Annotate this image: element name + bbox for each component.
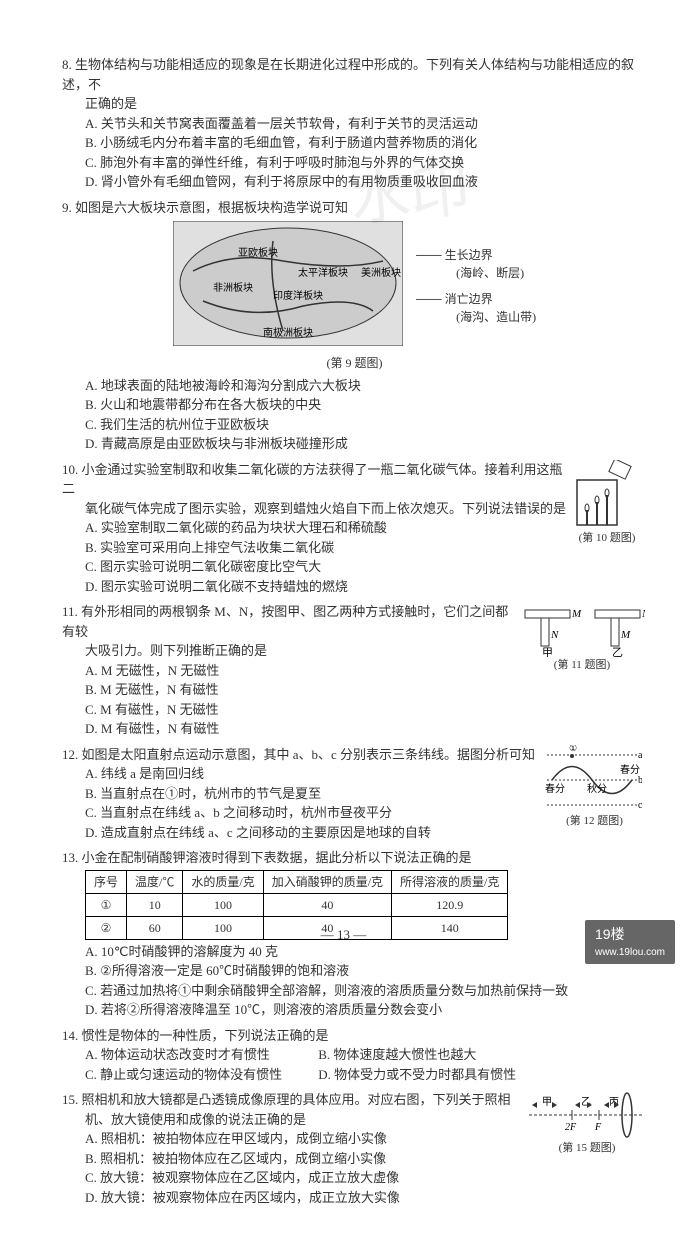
q10-option-a: A. 实验室制取二氧化碳的药品为块状大理石和稀硫酸	[62, 518, 647, 538]
q11-option-b: B. M 无磁性，N 有磁性	[62, 680, 647, 700]
q13-option-c: C. 若通过加热将①中剩余硝酸钾全部溶解，则溶液的溶质质量分数与加热前保持一致	[62, 981, 647, 1001]
q14-stem: 14. 惯性是物体的一种性质，下列说法正确的是	[62, 1026, 647, 1046]
table-cell: ①	[86, 893, 127, 916]
q11-option-c: C. M 有磁性，N 无磁性	[62, 700, 647, 720]
q8-stem-line2: 正确的是	[62, 94, 647, 114]
q10-stem-line2: 氧化碳气体完成了图示实验，观察到蜡烛火焰自下而上依次熄灭。下列说法错误的是	[62, 499, 647, 519]
question-11: M N 甲 N M 乙 (第 11 题图) 11. 有外形相同的两根钢条 M、N…	[62, 602, 647, 739]
site-watermark: 19楼 www.19lou.com	[585, 920, 675, 964]
q8-option-a: A. 关节头和关节窝表面覆盖着一层关节软骨，有利于关节的灵活运动	[62, 114, 647, 134]
q10-option-b: B. 实验室可采用向上排空气法收集二氧化碳	[62, 538, 647, 558]
q10-figure: (第 10 题图)	[567, 460, 647, 547]
d1-label: ①	[569, 745, 577, 753]
q15-fig-label: (第 15 题图)	[527, 1140, 647, 1157]
q12-figure: a b c ① 春分 秋分 春分 (第 12 题图)	[542, 745, 647, 830]
q13-stem: 13. 小金在配制硝酸钾溶液时得到下表数据，据此分析以下说法正确的是	[62, 848, 647, 868]
jia-label: 甲	[542, 647, 553, 657]
q11-fig-label: (第 11 题图)	[517, 657, 647, 674]
q8-option-d: D. 肾小管外有毛细血管网，有利于将原尿中的有用物质重吸收回血液	[62, 172, 647, 192]
q8-option-c: C. 肺泡外有丰富的弹性纤维，有利于呼吸时肺泡与外界的气体交换	[62, 153, 647, 173]
q15-option-d: D. 放大镜：被观察物体应在丙区域内，成正立放大实像	[62, 1188, 647, 1208]
q10-fig-label: (第 10 题图)	[567, 530, 647, 547]
yi-label: 乙	[612, 646, 623, 657]
q9-stem: 9. 如图是六大板块示意图，根据板块构造学说可知	[62, 198, 647, 218]
q12-fig-label: (第 12 题图)	[542, 813, 647, 830]
table-cell: 10	[127, 893, 183, 916]
beaker-candle-svg	[567, 460, 635, 530]
q10-stem-line1: 10. 小金通过实验室制取和收集二氧化碳的方法获得了一瓶二氧化碳气体。接着利用这…	[62, 460, 647, 499]
watermark-url: www.19lou.com	[595, 945, 665, 960]
q9-figure: 亚欧板块 非洲板块 太平洋板块 印度洋板块 南极洲板块 美洲板块 ─── 生长边…	[62, 221, 647, 372]
b-label: b	[638, 775, 642, 786]
exam-page: 8. 生物体结构与功能相适应的现象是在长期进化过程中形成的。下列有关人体结构与功…	[0, 0, 687, 1233]
a-label: a	[638, 750, 642, 761]
m-label: M	[571, 608, 582, 620]
q14-option-c: C. 静止或匀速运动的物体没有惯性	[85, 1065, 315, 1085]
q13-option-d: D. 若将②所得溶液降温至 10℃，则溶液的溶质质量分数会变小	[62, 1000, 647, 1020]
m2-label: M	[620, 629, 631, 641]
plate-label: 南极洲板块	[263, 326, 313, 339]
table-header: 温度/℃	[127, 870, 183, 893]
q8-stem-line1: 8. 生物体结构与功能相适应的现象是在长期进化过程中形成的。下列有关人体结构与功…	[62, 55, 647, 94]
q9-option-c: C. 我们生活的杭州位于亚欧板块	[62, 415, 647, 435]
f-label: F	[594, 1122, 602, 1133]
plate-label: 印度洋板块	[273, 289, 323, 302]
watermark-brand: 19楼	[595, 926, 625, 942]
n2-label: N	[641, 608, 645, 620]
question-12: a b c ① 春分 秋分 春分 (第 12 题图) 12. 如图是太阳直射点运…	[62, 745, 647, 843]
plate-label: 美洲板块	[361, 266, 401, 279]
legend-subduct-sub: (海沟、造山带)	[456, 310, 536, 324]
question-9: 9. 如图是六大板块示意图，根据板块构造学说可知 亚欧板块 非洲板块 太平洋板块…	[62, 198, 647, 454]
table-cell: 120.9	[392, 893, 508, 916]
n-label: N	[550, 629, 559, 641]
page-number: — 13 —	[0, 925, 687, 945]
table-cell: 100	[183, 893, 263, 916]
sun-path-svg: a b c ① 春分 秋分 春分	[542, 745, 642, 813]
q9-fig-label: (第 9 题图)	[62, 354, 647, 372]
table-header: 水的质量/克	[183, 870, 263, 893]
qiufen-label: 秋分	[587, 782, 607, 795]
q9-option-d: D. 青藏高原是由亚欧板块与非洲板块碰撞形成	[62, 434, 647, 454]
q11-figure: M N 甲 N M 乙 (第 11 题图)	[517, 602, 647, 674]
table-header: 序号	[86, 870, 127, 893]
q11-option-d: D. M 有磁性，N 有磁性	[62, 719, 647, 739]
q9-option-b: B. 火山和地震带都分布在各大板块的中央	[62, 395, 647, 415]
svg-text:春分: 春分	[620, 764, 640, 776]
table-header: 加入硝酸钾的质量/克	[263, 870, 391, 893]
q14-option-d: D. 物体受力或不受力时都具有惯性	[318, 1065, 548, 1085]
lens-svg: 甲 乙 丙 2F F	[527, 1090, 645, 1140]
plate-label: 太平洋板块	[298, 266, 348, 279]
c-label: c	[638, 800, 642, 811]
legend-growth-sub: (海岭、断层)	[456, 266, 524, 280]
f2-label: 2F	[565, 1122, 577, 1133]
q9-legend: ─── 生长边界 (海岭、断层) ─── 消亡边界 (海沟、造山带)	[416, 246, 536, 326]
plate-map-svg: 亚欧板块 非洲板块 太平洋板块 印度洋板块 南极洲板块 美洲板块	[173, 221, 403, 346]
chunfen-label: 春分	[545, 783, 565, 795]
q15-option-c: C. 放大镜：被观察物体应在乙区域内，成正立放大虚像	[62, 1168, 647, 1188]
q10-option-c: C. 图示实验可说明二氧化碳密度比空气大	[62, 557, 647, 577]
q10-option-d: D. 图示实验可说明二氧化碳不支持蜡烛的燃烧	[62, 577, 647, 597]
q15-figure: 甲 乙 丙 2F F (第 15 题图)	[527, 1090, 647, 1157]
table-header: 所得溶液的质量/克	[392, 870, 508, 893]
q14-option-b: B. 物体速度越大惯性也越大	[318, 1045, 548, 1065]
q9-option-a: A. 地球表面的陆地被海岭和海沟分割成六大板块	[62, 376, 647, 396]
question-8: 8. 生物体结构与功能相适应的现象是在长期进化过程中形成的。下列有关人体结构与功…	[62, 55, 647, 192]
question-10: (第 10 题图) 10. 小金通过实验室制取和收集二氧化碳的方法获得了一瓶二氧…	[62, 460, 647, 597]
page-number-value: 13	[337, 927, 350, 942]
legend-growth: 生长边界	[445, 248, 493, 262]
q13-option-b: B. ②所得溶液一定是 60℃时硝酸钾的饱和溶液	[62, 961, 647, 981]
q8-option-b: B. 小肠绒毛内分布着丰富的毛细血管，有利于肠道内营养物质的消化	[62, 133, 647, 153]
jia-label: 甲	[542, 1097, 552, 1108]
table-cell: 40	[263, 893, 391, 916]
question-14: 14. 惯性是物体的一种性质，下列说法正确的是 A. 物体运动状态改变时才有惯性…	[62, 1026, 647, 1085]
question-15: 甲 乙 丙 2F F (第 15 题图) 15. 照相机和放大镜都是凸透镜成像原…	[62, 1090, 647, 1207]
magnet-svg: M N 甲 N M 乙	[517, 602, 645, 657]
legend-subduct: 消亡边界	[445, 292, 493, 306]
plate-label: 亚欧板块	[238, 246, 278, 259]
q14-option-a: A. 物体运动状态改变时才有惯性	[85, 1045, 315, 1065]
q13-option-a: A. 10℃时硝酸钾的溶解度为 40 克	[62, 942, 647, 962]
plate-label: 非洲板块	[213, 281, 253, 294]
